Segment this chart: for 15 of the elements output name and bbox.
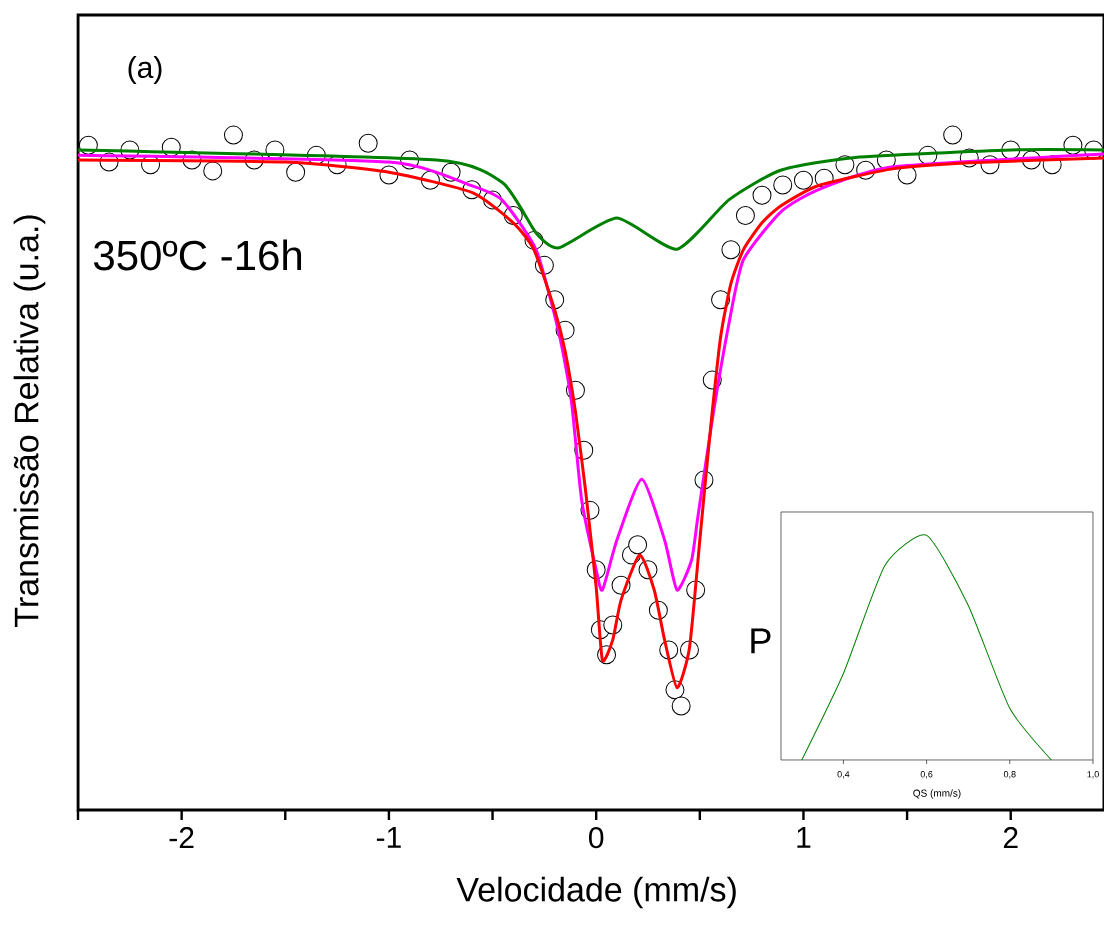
x-tick-label: -2 [169, 827, 194, 848]
y-axis-title: Transmissão Relativa (u.a.) [13, 215, 46, 627]
x-tick-label: 0,4 [837, 771, 850, 779]
x-axis-title: Velocidade (mm/s) [456, 876, 736, 909]
x-tick-label: 0,8 [1003, 771, 1016, 779]
x-tick-label: -1 [376, 827, 401, 848]
x-tick-label: 0,6 [920, 771, 933, 779]
annotation: 350ºC -16h [93, 239, 302, 271]
x-tick-label: 1,0 [1087, 771, 1099, 779]
x-axis-title: QS (mm/s) [913, 789, 961, 799]
text: (a) [128, 56, 162, 84]
x-tick-label: 2 [1003, 827, 1018, 848]
x-tick-label: 1 [797, 827, 811, 848]
y-axis-title: P [751, 628, 771, 654]
x-tick-label: 0 [589, 827, 604, 849]
